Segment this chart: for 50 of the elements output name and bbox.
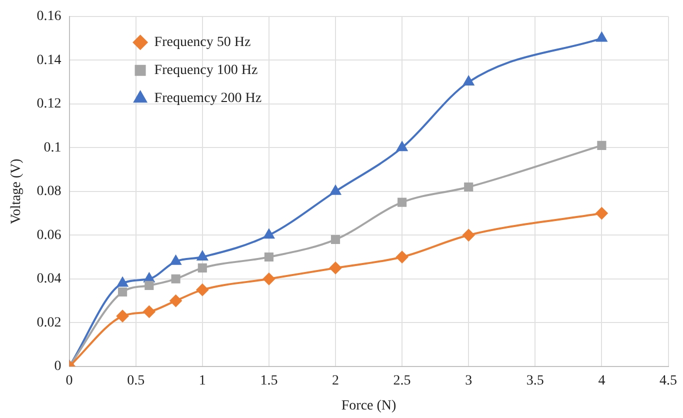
y-tick-label: 0.04	[36, 272, 62, 287]
x-tick-label: 0	[66, 373, 73, 388]
legend-label: Frequency 50 Hz	[154, 35, 251, 50]
point	[170, 294, 182, 307]
point	[398, 198, 407, 207]
point	[396, 251, 408, 264]
point	[596, 32, 608, 42]
y-tick-label: 0	[54, 359, 62, 374]
point	[197, 251, 208, 261]
point	[116, 310, 129, 322]
point	[264, 229, 274, 239]
y-tick-label: 0.14	[36, 52, 62, 68]
point	[597, 140, 606, 150]
x-tick-label: 2	[332, 373, 339, 388]
x-tick-label: 0.5	[127, 373, 145, 388]
x-tick-label: 4	[598, 373, 606, 388]
y-tick-label: 0.16	[36, 9, 62, 24]
point	[117, 277, 128, 287]
y-tick-label: 0.08	[36, 184, 62, 200]
x-tick-label: 2.5	[393, 373, 411, 388]
point	[463, 76, 474, 86]
x-tick-label: 3.5	[526, 373, 544, 388]
point	[262, 272, 275, 285]
x-tick-label: 1.5	[260, 373, 278, 388]
point	[330, 185, 341, 195]
point	[264, 252, 274, 262]
point	[196, 284, 208, 296]
point	[118, 287, 128, 297]
point	[170, 255, 182, 265]
point	[462, 229, 475, 242]
point	[464, 182, 474, 192]
x-tick-label: 3	[465, 373, 472, 388]
point	[143, 306, 156, 318]
y-tick-label: 0.1	[44, 140, 62, 156]
point	[171, 274, 180, 284]
y-tick-label: 0.12	[36, 96, 62, 112]
y-tick-label: 0.06	[36, 228, 62, 243]
y-tick-label: 0.02	[36, 315, 62, 330]
point	[198, 263, 207, 272]
legend-label: Frequemcy 200 Hz	[154, 91, 262, 106]
y-axis-title: Voltage (V)	[9, 158, 24, 224]
point	[396, 142, 408, 152]
point	[330, 234, 340, 244]
legend-label: Frequency 100 Hz	[154, 63, 258, 78]
x-tick-label: 4.5	[660, 373, 677, 388]
point	[144, 280, 154, 290]
point	[596, 207, 608, 220]
x-axis-title: Force (N)	[341, 398, 397, 414]
x-tick-label: 1	[198, 373, 206, 388]
point	[330, 262, 342, 274]
